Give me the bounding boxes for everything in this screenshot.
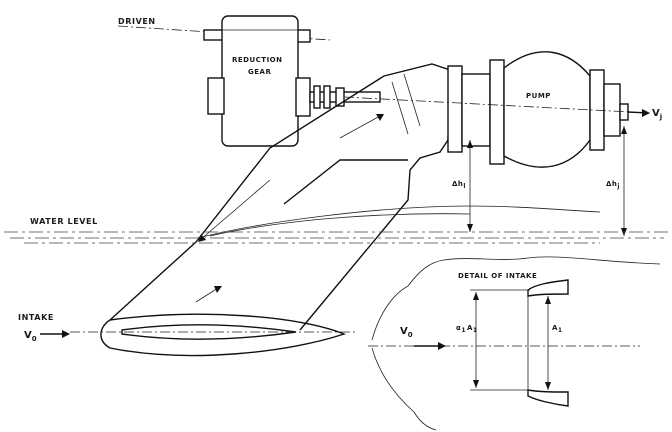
intake-duct xyxy=(109,63,451,331)
intake-foil xyxy=(70,313,356,357)
delta-h-right-label: Δhj xyxy=(606,180,620,190)
v0-label: V0 xyxy=(24,330,37,343)
delta-h-left-label: Δhl xyxy=(452,180,466,190)
reduction-gear-label-1: REDUCTION xyxy=(232,56,283,64)
water-surface xyxy=(4,205,668,244)
driven-label: DRIVEN xyxy=(118,17,156,26)
delta-h-dimensions xyxy=(467,126,627,236)
water-level-label: WATER LEVEL xyxy=(30,217,98,226)
detail-of-intake-label: DETAIL OF INTAKE xyxy=(458,272,537,280)
pump-housing xyxy=(447,51,629,168)
intake-label: INTAKE xyxy=(18,313,54,322)
pump-centerline xyxy=(343,96,651,117)
detail-of-intake xyxy=(368,256,661,431)
reduction-gear xyxy=(207,15,311,147)
v0-arrow xyxy=(40,330,70,338)
v1-label: Vj xyxy=(652,108,662,121)
pump-label: PUMP xyxy=(526,92,551,100)
flow-arrows xyxy=(195,114,384,303)
v0-detail-label: V0 xyxy=(400,326,413,339)
alpha-a1-label: α1A1 xyxy=(456,324,478,334)
a1-label: A1 xyxy=(552,324,563,334)
v0-detail-arrow xyxy=(414,342,446,350)
reduction-gear-label-2: GEAR xyxy=(248,68,271,76)
